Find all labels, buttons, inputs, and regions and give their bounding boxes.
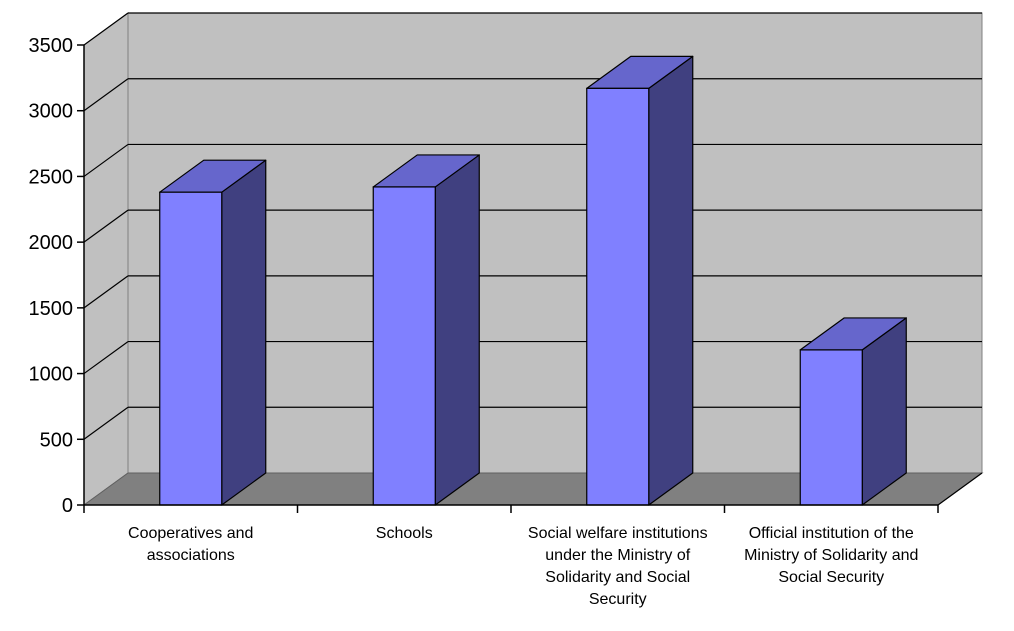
y-tick-label: 3000 [29,101,74,123]
x-category-labels: Cooperatives and associations Schools Socia… [128,525,918,608]
x-category-label: Cooperatives and associations [128,525,253,564]
y-tick-label: 3500 [29,35,74,57]
bar-front-1 [159,191,223,506]
y-tick-label: 0 [62,495,73,517]
bar-4 [799,317,907,506]
x-category-label-line: Social welfare institutions [528,525,708,542]
bar-side-3 [648,55,694,506]
x-category-label: Social welfare institutions under the Min… [528,525,708,608]
x-category-label-line: Ministry of Solidarity and [744,547,918,564]
bar-side-4 [861,317,907,506]
gridline-side-3 [83,275,129,309]
gridline-side-5 [83,143,129,177]
y-tick-label: 1000 [29,364,74,386]
bar-side-1 [221,159,267,506]
x-category-label-line: under the Ministry of [545,547,691,564]
x-category-label: Schools [376,525,433,542]
y-tick-label: 2500 [29,166,74,188]
x-category-label-line: associations [147,547,235,564]
bar-front-3 [586,87,650,506]
x-category-label-line: Social Security [778,569,884,586]
y-tick-labels: 0 500 1000 1500 2000 2500 3000 3500 [29,35,74,517]
gridline-side-4 [83,209,129,243]
floor-right-edge [937,472,983,506]
bar-2 [372,154,480,506]
gridline-side-1 [83,406,129,440]
x-category-label-line: Schools [376,525,433,542]
bars [159,55,907,506]
bar-front-2 [372,186,436,506]
gridline-side-6 [83,78,129,112]
bar-front-4 [799,349,863,506]
bar-3 [586,55,694,506]
x-category-label-line: Cooperatives and [128,525,253,542]
side-wall [83,12,129,506]
gridline-side-2 [83,341,129,375]
x-category-label-line: Solidarity and Social [545,569,690,586]
y-tick-label: 2000 [29,232,74,254]
axes [77,44,983,513]
bar-side-2 [434,154,480,506]
x-category-label: Official institution of the Ministry of S… [744,525,918,586]
y-tick-label: 1500 [29,298,74,320]
bar-1 [159,159,267,506]
x-category-label-line: Security [589,591,647,608]
y-tick-label: 500 [40,429,73,451]
x-category-label-line: Official institution of the [749,525,914,542]
gridline-side-7 [83,12,129,46]
